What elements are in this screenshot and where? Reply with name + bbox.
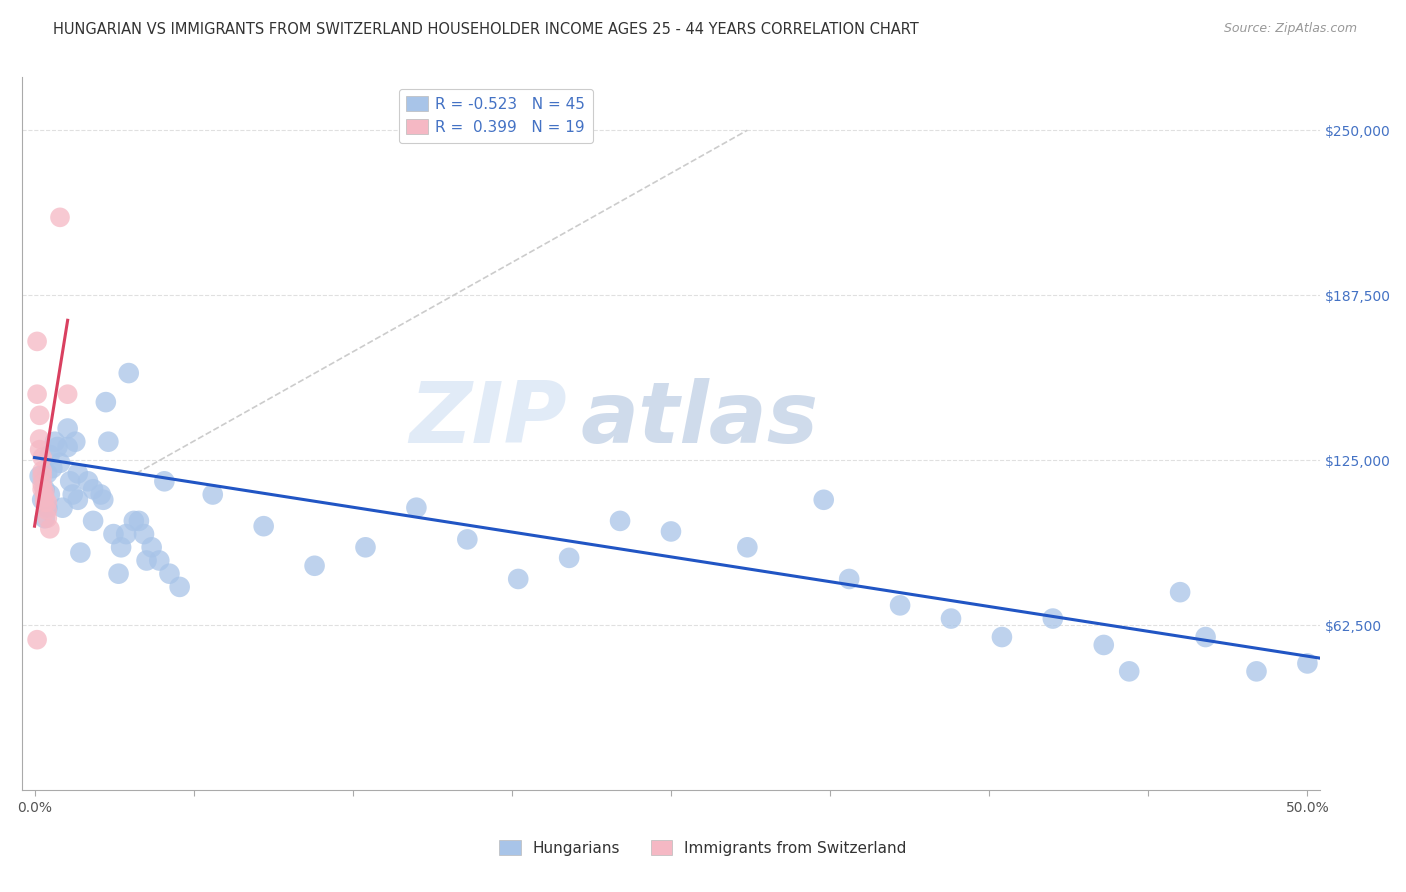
Point: [25, 334, 48, 349]
Point: [97, 434, 120, 449]
Point: [456, 533, 478, 547]
Point: [31, 482, 53, 496]
Point: [28, 409, 51, 423]
Point: [31, 469, 53, 483]
Point: [159, 566, 181, 581]
Point: [66, 492, 89, 507]
Point: [69, 545, 91, 559]
Point: [25, 387, 48, 401]
Point: [1042, 611, 1064, 625]
Point: [1246, 665, 1268, 679]
Point: [56, 440, 79, 454]
Point: [153, 475, 176, 489]
Point: [115, 527, 138, 541]
Point: [118, 366, 141, 380]
Point: [59, 475, 82, 489]
Point: [34, 490, 56, 504]
Point: [991, 630, 1014, 644]
Point: [135, 553, 157, 567]
Point: [37, 495, 59, 509]
Point: [82, 482, 104, 496]
Point: [103, 527, 125, 541]
Point: [28, 469, 51, 483]
Point: [66, 467, 89, 481]
Point: [889, 599, 911, 613]
Point: [62, 487, 84, 501]
Point: [44, 434, 66, 449]
Point: [90, 487, 112, 501]
Point: [107, 566, 129, 581]
Point: [122, 514, 145, 528]
Point: [1092, 638, 1115, 652]
Point: [49, 456, 72, 470]
Point: [51, 500, 73, 515]
Point: [304, 558, 326, 573]
Point: [34, 495, 56, 509]
Point: [508, 572, 530, 586]
Point: [94, 395, 117, 409]
Point: [38, 487, 60, 501]
Point: [46, 440, 69, 454]
Point: [38, 448, 60, 462]
Point: [201, 487, 224, 501]
Point: [659, 524, 682, 539]
Point: [28, 432, 51, 446]
Point: [91, 492, 114, 507]
Point: [813, 492, 835, 507]
Text: Source: ZipAtlas.com: Source: ZipAtlas.com: [1223, 22, 1357, 36]
Point: [169, 580, 191, 594]
Point: [38, 522, 60, 536]
Point: [37, 467, 59, 481]
Point: [82, 514, 104, 528]
Point: [110, 541, 132, 555]
Point: [1194, 630, 1216, 644]
Legend: R = -0.523   N = 45, R =  0.399   N = 19: R = -0.523 N = 45, R = 0.399 N = 19: [399, 88, 593, 143]
Point: [737, 541, 759, 555]
Point: [37, 511, 59, 525]
Point: [37, 500, 59, 515]
Point: [354, 541, 377, 555]
Text: atlas: atlas: [581, 378, 818, 461]
Point: [1118, 665, 1140, 679]
Point: [939, 611, 962, 625]
Point: [558, 550, 581, 565]
Point: [34, 511, 56, 525]
Point: [34, 482, 56, 496]
Point: [56, 421, 79, 435]
Point: [253, 519, 276, 533]
Point: [609, 514, 631, 528]
Point: [41, 461, 63, 475]
Text: HUNGARIAN VS IMMIGRANTS FROM SWITZERLAND HOUSEHOLDER INCOME AGES 25 - 44 YEARS C: HUNGARIAN VS IMMIGRANTS FROM SWITZERLAND…: [53, 22, 920, 37]
Point: [838, 572, 860, 586]
Point: [31, 492, 53, 507]
Point: [77, 475, 100, 489]
Point: [31, 464, 53, 478]
Point: [1296, 657, 1319, 671]
Point: [405, 500, 427, 515]
Legend: Hungarians, Immigrants from Switzerland: Hungarians, Immigrants from Switzerland: [494, 834, 912, 862]
Point: [1168, 585, 1191, 599]
Point: [37, 503, 59, 517]
Point: [65, 434, 87, 449]
Point: [56, 387, 79, 401]
Point: [132, 527, 155, 541]
Point: [31, 450, 53, 465]
Point: [31, 477, 53, 491]
Text: ZIP: ZIP: [409, 378, 567, 461]
Point: [25, 632, 48, 647]
Point: [28, 442, 51, 457]
Point: [148, 553, 170, 567]
Point: [141, 541, 163, 555]
Point: [128, 514, 150, 528]
Point: [49, 211, 72, 225]
Point: [34, 484, 56, 499]
